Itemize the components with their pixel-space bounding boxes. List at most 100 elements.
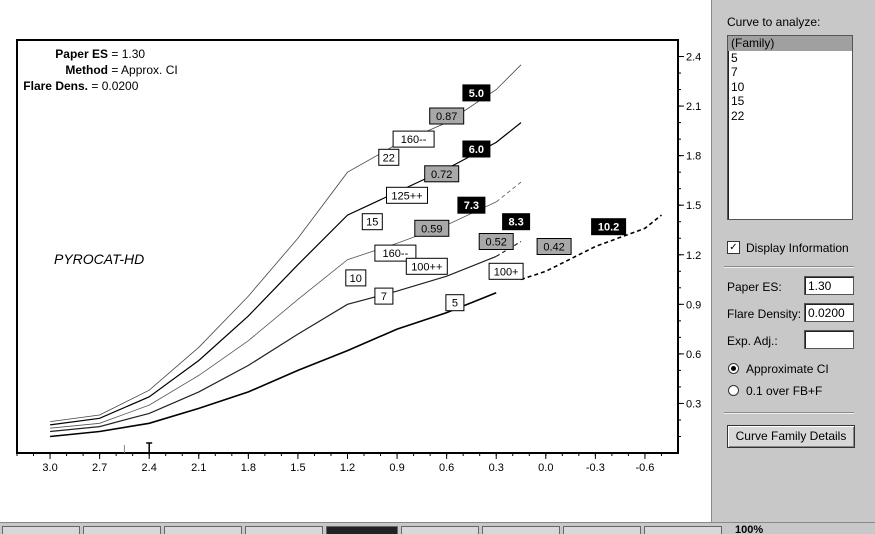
x-tick-label: 0.9 (389, 462, 404, 474)
curve-line-7 (50, 255, 497, 433)
info-paper-es: Paper ES = 1.30 (55, 47, 146, 61)
display-information-label: Display Information (746, 241, 849, 255)
curve-label-box (502, 213, 531, 231)
x-tick-label: 1.2 (340, 462, 355, 474)
curve-label-box (414, 219, 450, 237)
curve-line-15 (50, 122, 522, 426)
taskbar-button[interactable] (245, 526, 323, 534)
family-curves-chart: 3.0 2.7 2.4 2.1 1.8 1.5 1.2 0.9 0.6 0.3 0.0 -0.3 -0.… (16, 39, 701, 474)
curve-label-text: 0.72 (431, 169, 452, 181)
curve-label-box (591, 218, 627, 236)
curve-label-box (392, 130, 435, 148)
taskbar-button[interactable] (2, 526, 80, 534)
taskbar-button[interactable] (164, 526, 242, 534)
analysis-sidebar: Curve to analyze: (Family) 5 7 10 15 22 ✓ Dis… (711, 0, 875, 522)
x-tick-label: 2.7 (92, 462, 107, 474)
curve-line-dashed-5 (520, 214, 662, 281)
curve-label-text: 0.87 (436, 111, 457, 123)
curve-label-text: 0.42 (543, 242, 564, 254)
check-mark-icon: ✓ (729, 242, 738, 253)
x-tick-label: -0.3 (586, 462, 605, 474)
taskbar-button[interactable] (644, 526, 722, 534)
flare-density-label: Flare Density: (727, 307, 802, 321)
curve-label-text: 160-- (401, 134, 427, 146)
curve-line-dashed-10 (495, 181, 522, 203)
curve-label-text: 10.2 (598, 222, 619, 234)
curve-label-text: 10 (350, 273, 362, 285)
approximate-ci-radio[interactable] (728, 363, 739, 374)
curve-label-box (462, 84, 491, 102)
curve-label-box (378, 148, 400, 166)
fb-f-radio[interactable] (728, 385, 739, 396)
y-tick-label: 2.1 (686, 101, 701, 113)
curve-label-text: 7 (381, 291, 387, 303)
display-information-checkbox[interactable]: ✓ (727, 241, 740, 254)
y-tick-label: 1.8 (686, 151, 701, 163)
chart-pane: 3.0 2.7 2.4 2.1 1.8 1.5 1.2 0.9 0.6 0.3 0.0 -0.3 -0.… (16, 39, 702, 474)
curve-option[interactable]: 15 (731, 94, 745, 108)
taskbar-button[interactable] (482, 526, 560, 534)
curve-label-text: 100+ (494, 266, 519, 278)
curve-option[interactable]: 7 (731, 65, 738, 79)
curve-listbox[interactable]: (Family) 5 7 10 15 22 (727, 35, 853, 220)
curve-label-text: 100++ (411, 261, 442, 273)
curve-label-box (536, 238, 572, 255)
taskbar-button-active[interactable] (326, 526, 398, 534)
film-brand-label: PYROCAT-HD (54, 251, 145, 267)
curve-label-text: 125++ (391, 190, 422, 202)
taskbar-button[interactable] (401, 526, 479, 534)
curve-label-text: 8.3 (508, 217, 523, 229)
info-method: Method = Approx. CI (65, 63, 178, 77)
curve-label-box (445, 294, 465, 312)
y-tick-label: 0.6 (686, 349, 701, 361)
x-tick-label: -0.6 (635, 462, 654, 474)
y-tick-label: 0.3 (686, 398, 701, 410)
curve-option[interactable]: 10 (731, 79, 745, 94)
exp-adj-input[interactable] (804, 330, 854, 349)
curve-label-box (457, 196, 486, 214)
taskbar: 100% (0, 522, 875, 534)
x-tick-label: 0.0 (538, 462, 553, 474)
curve-line-5 (50, 292, 497, 438)
curve-label-text: 15 (366, 217, 378, 229)
curve-label-box (374, 244, 417, 262)
curve-label-box (345, 269, 367, 287)
x-tick-label: 3.0 (42, 462, 57, 474)
taskbar-button[interactable] (83, 526, 161, 534)
curve-label-box (429, 107, 465, 125)
curve-label-text: 0.59 (421, 223, 442, 235)
curve-label-box (478, 233, 514, 250)
curve-option[interactable]: (Family) (728, 36, 852, 51)
curve-label-box (361, 213, 383, 231)
curve-to-analyze-label: Curve to analyze: (727, 15, 821, 29)
paper-es-input[interactable]: 1.30 (804, 276, 854, 295)
curve-option[interactable]: 22 (731, 108, 745, 123)
curve-label-text: 7.3 (464, 200, 479, 212)
approximate-ci-label: Approximate CI (746, 362, 829, 376)
taskbar-button[interactable] (563, 526, 641, 534)
fb-f-label: 0.1 over FB+F (746, 384, 823, 398)
paper-es-label: Paper ES: (727, 280, 782, 294)
info-block: Paper ES = 1.30 Method = Approx. CI Flar… (20, 46, 178, 94)
curve-option[interactable]: 5 (731, 50, 738, 65)
curve-label-box (462, 140, 491, 158)
curve-family-details-button[interactable]: Curve Family Details (727, 425, 855, 448)
curve-label-text: 6.0 (469, 144, 484, 156)
separator (724, 266, 854, 268)
curve-label-box (488, 262, 524, 280)
separator (724, 412, 854, 414)
x-tick-label: 2.1 (191, 462, 206, 474)
x-tick-label: 0.3 (489, 462, 504, 474)
zoom-level: 100% (735, 524, 764, 534)
curve-label-text: 160-- (383, 248, 409, 260)
y-tick-label: 0.9 (686, 299, 701, 311)
flare-density-input[interactable]: 0.0200 (804, 303, 854, 322)
curve-label-box (424, 165, 460, 183)
x-tick-label: 2.4 (142, 462, 157, 474)
curve-label-text: 5.0 (469, 88, 484, 100)
info-flare-dens: Flare Dens. = 0.0200 (23, 79, 139, 93)
curve-label-text: 5 (452, 298, 458, 310)
curve-label-box (386, 186, 428, 204)
exp-adj-label: Exp. Adj.: (727, 334, 778, 348)
plot-frame (16, 39, 679, 454)
